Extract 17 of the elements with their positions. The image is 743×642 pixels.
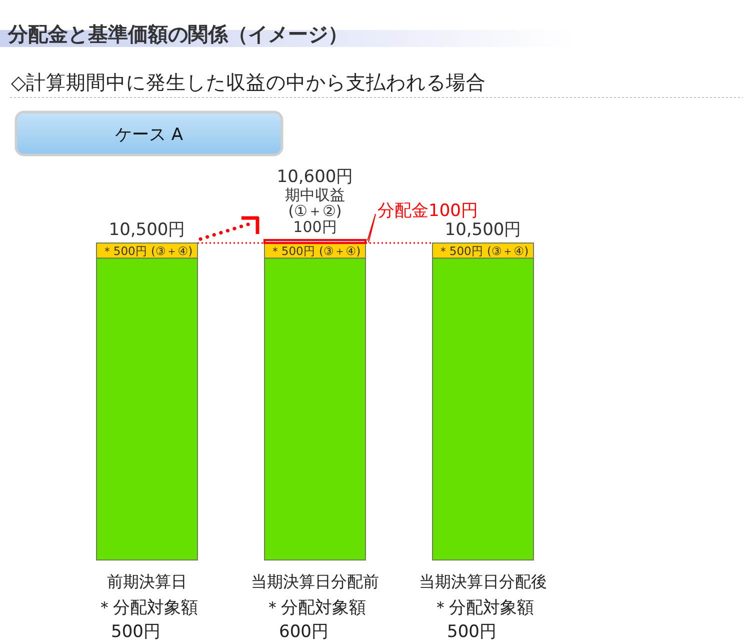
total-label: 10,500円 — [108, 220, 186, 240]
text: ＊分配対象額 600円 — [264, 598, 366, 642]
data-label: ＊500円 (③＋④) — [101, 244, 193, 258]
text: ＊分配対象額 500円 — [96, 598, 198, 642]
data-label: 期中収益 (①＋②) 100円 — [285, 186, 345, 236]
data-label: ＊500円 (③＋④) — [437, 244, 529, 258]
chart-subtitle: ◇計算期間中に発生した収益の中から支払われる場合 — [11, 71, 486, 94]
chart-title: 分配金と基準価額の関係（イメージ） — [7, 22, 348, 46]
total-label: 10,500円 — [444, 220, 522, 240]
data-label: ＊500円 (③＋④) — [269, 244, 361, 258]
x-tick-label: 当期決算日分配前 — [251, 572, 379, 591]
text: 分配金100円 — [378, 201, 478, 221]
text: ＊分配対象額 500円 — [432, 598, 534, 642]
case-box: ケース A — [14, 110, 284, 156]
total-label: 10,600円 — [276, 167, 354, 187]
x-tick-label: 前期決算日 — [107, 572, 187, 591]
x-tick-label: 当期決算日分配後 — [419, 572, 547, 591]
